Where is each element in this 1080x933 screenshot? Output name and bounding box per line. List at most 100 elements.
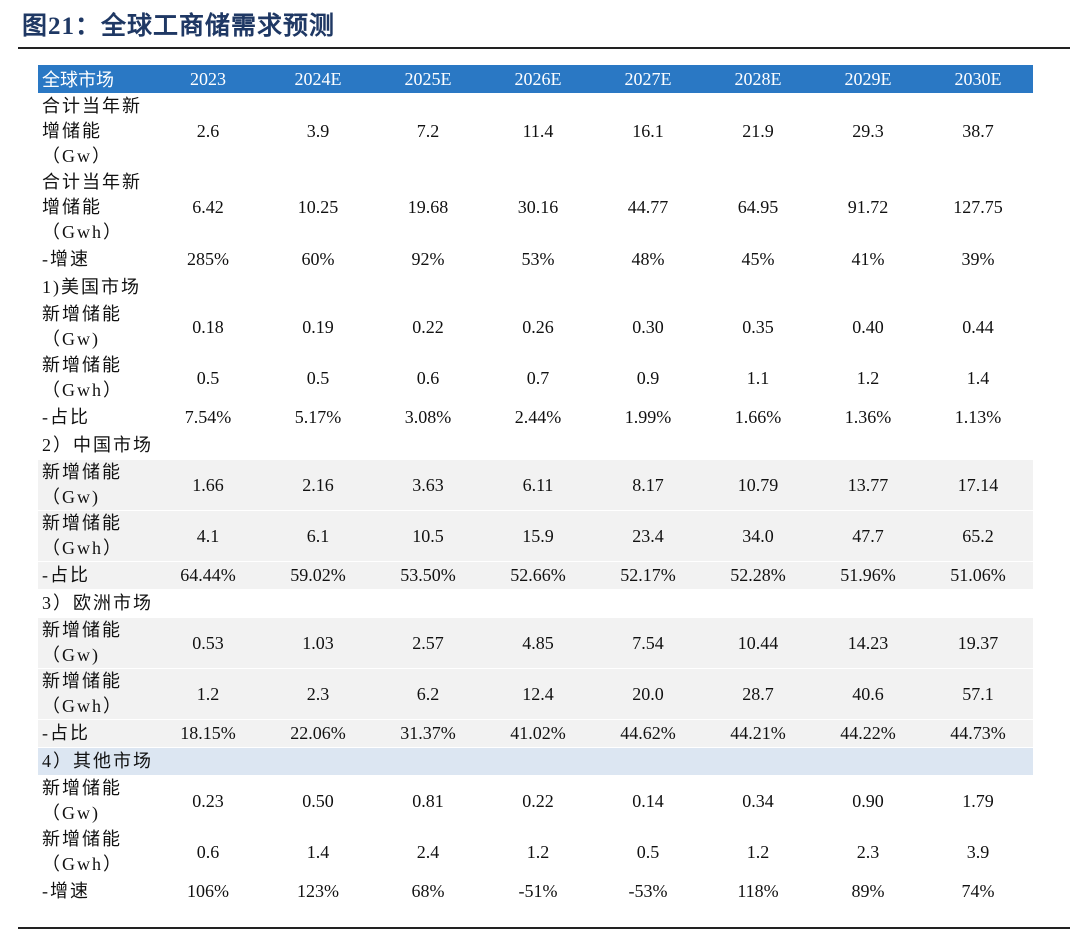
- value-cell: 4.85: [483, 618, 593, 668]
- value-cell: -53%: [628, 881, 668, 901]
- value-cell: 64.95: [737, 197, 779, 217]
- header-cell: 2026E: [483, 65, 593, 93]
- value-cell: 3.9: [966, 841, 990, 862]
- section-row: 2）中国市场: [38, 432, 1033, 459]
- row-label: -占比: [38, 404, 153, 431]
- value-cell: 2.16: [263, 460, 373, 510]
- label-line: （Gwh）: [42, 696, 123, 716]
- value-cell: 19.68: [407, 197, 449, 217]
- value-cell: 48%: [631, 249, 665, 269]
- section-fill: [153, 274, 1033, 301]
- value-cell: 1.4: [306, 841, 330, 862]
- value-cell: 127.75: [953, 197, 1003, 217]
- label-line: （Gw): [42, 645, 100, 665]
- value-cell: 0.26: [522, 316, 554, 337]
- value-cell: 1.4: [966, 367, 990, 388]
- value-cell: 0.90: [852, 790, 884, 811]
- value-cell: 2.4: [416, 841, 440, 862]
- row-label: 4）其他市场: [38, 748, 153, 775]
- row-label: 1)美国市场: [38, 274, 153, 301]
- value-cell: 0.5: [306, 367, 330, 388]
- value-cell: 38.7: [962, 121, 994, 141]
- row-label: -占比: [38, 720, 153, 747]
- value-cell: 1.13%: [954, 407, 1002, 427]
- value-cell: 19.37: [923, 618, 1033, 668]
- value-cell: 65.2: [923, 511, 1033, 561]
- value-cell: 20.0: [593, 669, 703, 719]
- value-cell: 2.3: [263, 669, 373, 719]
- label-line: 1)美国市场: [42, 277, 141, 297]
- value-cell: 0.53: [153, 618, 263, 668]
- value-cell: 92%: [411, 249, 445, 269]
- value-cell: 1.2: [153, 669, 263, 719]
- value-cell: 52.17%: [593, 562, 703, 589]
- label-line: -占比: [42, 407, 90, 427]
- value-cell: 1.2: [526, 841, 550, 862]
- value-cell: 1.36%: [844, 407, 892, 427]
- label-line: （Gw）: [42, 146, 112, 166]
- value-cell: 0.19: [302, 316, 334, 337]
- value-cell: 106%: [187, 881, 229, 901]
- value-cell: 0.34: [742, 790, 774, 811]
- value-cell: 47.7: [813, 511, 923, 561]
- value-cell: 6.42: [192, 197, 224, 217]
- value-cell: 1.66%: [734, 407, 782, 427]
- value-cell: 1.1: [746, 367, 770, 388]
- header-cell: 全球市场: [38, 65, 153, 93]
- label-line: （Gwh）: [42, 538, 123, 558]
- value-cell: 64.44%: [153, 562, 263, 589]
- row-label: 新增储能 （Gwh）: [38, 669, 153, 719]
- row-label: -增速: [38, 246, 153, 273]
- value-cell: 1.99%: [624, 407, 672, 427]
- label-line: 增储能: [42, 197, 102, 217]
- value-cell: 39%: [961, 249, 995, 269]
- value-cell: 1.03: [263, 618, 373, 668]
- row-label: 合计当年新 增储能 （Gwh）: [38, 170, 153, 245]
- data-row: -增速 285% 60% 92% 53% 48% 45% 41% 39%: [38, 246, 1033, 273]
- header-cell: 2028E: [703, 65, 813, 93]
- value-cell: 0.18: [192, 316, 224, 337]
- header-cell: 2027E: [593, 65, 703, 93]
- section-fill: [153, 590, 1033, 617]
- value-cell: 2.3: [856, 841, 880, 862]
- label-line: （Gw): [42, 803, 100, 823]
- label-line: 2）中国市场: [42, 435, 153, 455]
- value-cell: 89%: [851, 881, 885, 901]
- data-row: -增速 106% 123% 68% -51% -53% 118% 89% 74%: [38, 878, 1033, 905]
- value-cell: 44.77: [627, 197, 669, 217]
- value-cell: 3.08%: [404, 407, 452, 427]
- data-row: 新增储能 （Gwh） 0.5 0.5 0.6 0.7 0.9 1.1 1.2 1.4: [38, 353, 1033, 403]
- value-cell: 4.1: [153, 511, 263, 561]
- value-cell: 21.9: [742, 121, 774, 141]
- label-line: 新增储能: [42, 620, 122, 640]
- value-cell: 2.57: [373, 618, 483, 668]
- data-row: 新增储能 （Gw) 1.66 2.16 3.63 6.11 8.17 10.79 13.77 17…: [38, 460, 1033, 510]
- section-fill: [153, 748, 1033, 775]
- row-label: 新增储能 （Gw): [38, 776, 153, 826]
- header-cell: 2024E: [263, 65, 373, 93]
- value-cell: 15.9: [483, 511, 593, 561]
- data-row: 新增储能 （Gwh） 4.1 6.1 10.5 15.9 23.4 34.0 47.7 65.2: [38, 511, 1033, 561]
- value-cell: 45%: [741, 249, 775, 269]
- value-cell: 6.2: [373, 669, 483, 719]
- row-label: 合计当年新 增储能 （Gw）: [38, 94, 153, 169]
- top-rule: [18, 47, 1070, 49]
- value-cell: 3.9: [306, 121, 330, 141]
- value-cell: 51.06%: [923, 562, 1033, 589]
- value-cell: 0.5: [636, 841, 660, 862]
- value-cell: 1.66: [153, 460, 263, 510]
- forecast-table: 全球市场 2023 2024E 2025E 2026E 2027E 2028E 2029E 20…: [38, 64, 1033, 906]
- value-cell: 12.4: [483, 669, 593, 719]
- value-cell: 3.63: [373, 460, 483, 510]
- value-cell: 44.22%: [813, 720, 923, 747]
- value-cell: 53.50%: [373, 562, 483, 589]
- value-cell: 0.22: [522, 790, 554, 811]
- label-line: （Gwh）: [42, 222, 123, 242]
- row-label: 3）欧洲市场: [38, 590, 153, 617]
- label-line: （Gwh）: [42, 854, 123, 874]
- value-cell: 31.37%: [373, 720, 483, 747]
- label-line: （Gw): [42, 329, 100, 349]
- row-label: 新增储能 （Gw): [38, 460, 153, 510]
- value-cell: 0.7: [526, 367, 550, 388]
- header-cell: 2023: [153, 65, 263, 93]
